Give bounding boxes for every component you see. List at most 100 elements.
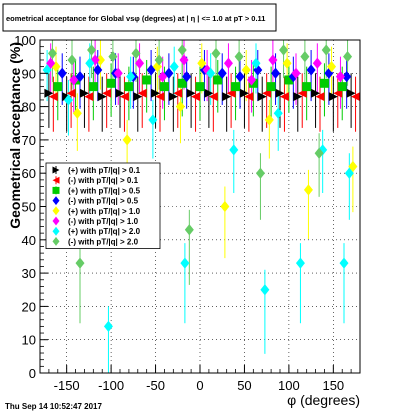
y-axis-title: Geometrical acceptance (%) (7, 42, 23, 229)
data-point (75, 257, 85, 269)
x-tick-label: 150 (322, 378, 344, 393)
data-point (229, 144, 239, 156)
x-tick-label: 50 (237, 378, 251, 393)
y-tick-label: 60 (22, 166, 36, 181)
footer-timestamp: Thu Sep 14 10:52:47 2017 (5, 402, 102, 411)
data-point (106, 78, 116, 88)
legend-marker (52, 206, 60, 216)
data-point (271, 67, 281, 79)
legend-label: (-) with pT/|q| > 2.0 (68, 237, 139, 246)
axes: 0 10 20 30 40 50 60 70 80 90 100 -150 -100 -50 0 50 100 1… (14, 33, 361, 393)
data-point (184, 224, 194, 236)
legend: (+) with pT/|q| > 0.1(-) with pT/|q| > 0… (45, 162, 161, 249)
data-point (339, 257, 349, 269)
data-point (273, 107, 283, 119)
data-point (206, 67, 216, 79)
data-point (239, 88, 249, 98)
data-point (151, 88, 161, 98)
data-point (328, 92, 338, 102)
data-point (158, 71, 168, 83)
data-point (335, 71, 345, 83)
data-point (291, 67, 301, 79)
data-point (137, 88, 147, 98)
data-point (302, 82, 312, 92)
data-point (257, 92, 267, 102)
title-box: eometrical acceptance for Global vsφ (de… (2, 3, 277, 32)
y-tick-label: 50 (22, 200, 36, 215)
data-point (108, 51, 118, 63)
data-point (282, 57, 292, 69)
data-point (69, 74, 79, 86)
data-point (300, 51, 310, 63)
data-point (311, 88, 321, 98)
data-point (72, 107, 82, 119)
data-point (95, 54, 105, 66)
data-point (268, 54, 278, 66)
data-point (314, 147, 324, 159)
y-tick-label: 90 (22, 66, 36, 81)
data-point (135, 57, 145, 69)
data-point (126, 71, 136, 83)
legend-label: (+) with pT/|q| > 2.0 (68, 227, 141, 236)
data-point (84, 92, 94, 102)
x-tick-label: 100 (278, 378, 300, 393)
data-point (191, 92, 201, 102)
data-point (342, 71, 352, 83)
data-point (186, 88, 196, 98)
data-point (44, 88, 54, 98)
data-point (260, 284, 270, 296)
data-point (93, 64, 103, 76)
data-point (142, 75, 152, 85)
data-point (159, 82, 169, 92)
data-point (148, 114, 158, 126)
y-tick-label: 10 (22, 333, 36, 348)
data-point (343, 51, 353, 63)
chart-title: eometrical acceptance for Global vsφ (de… (6, 14, 265, 23)
data-point (87, 44, 97, 56)
y-tick-label: 20 (22, 299, 36, 314)
x-tick-label: -150 (54, 378, 80, 393)
data-point (122, 134, 132, 146)
x-tick-label: -100 (98, 378, 124, 393)
x-tick-label: -50 (146, 378, 165, 393)
data-point (88, 82, 98, 92)
data-point (321, 44, 331, 56)
legend-marker (52, 166, 60, 174)
legend-label: (-) with pT/|q| > 0.1 (68, 176, 139, 185)
data-point (315, 92, 325, 102)
data-point (213, 75, 223, 85)
legend-label: (-) with pT/|q| > 1.0 (68, 217, 139, 226)
data-point (182, 71, 192, 83)
x-axis-title: φ (degrees) (287, 392, 360, 408)
data-point (208, 92, 218, 102)
data-point (42, 64, 52, 76)
data-point (177, 44, 187, 56)
data-point (79, 88, 89, 98)
legend-marker (52, 196, 60, 205)
y-tick-label: 100 (14, 33, 36, 48)
data-point (231, 82, 241, 92)
data-point (275, 88, 285, 98)
data-point (306, 64, 316, 76)
legend-label: (+) with pT/|q| > 1.0 (68, 207, 141, 216)
data-point (154, 54, 164, 66)
data-point (344, 167, 354, 179)
data-point (168, 92, 178, 102)
data-point (47, 47, 57, 59)
data-point (113, 67, 123, 79)
title-frame (2, 3, 277, 32)
data-point (222, 92, 232, 102)
data-point (217, 67, 227, 79)
data-point (266, 82, 276, 92)
data-point (155, 92, 165, 102)
data-point (102, 88, 112, 98)
legend-box (45, 162, 161, 249)
legend-marker (52, 216, 60, 226)
data-point (279, 92, 289, 102)
data-point (235, 71, 245, 83)
data-point (234, 51, 244, 63)
data-point (279, 44, 289, 56)
legend-label: (+) with pT/|q| > 0.1 (68, 166, 141, 175)
data-point (48, 92, 58, 102)
data-point (179, 54, 189, 66)
